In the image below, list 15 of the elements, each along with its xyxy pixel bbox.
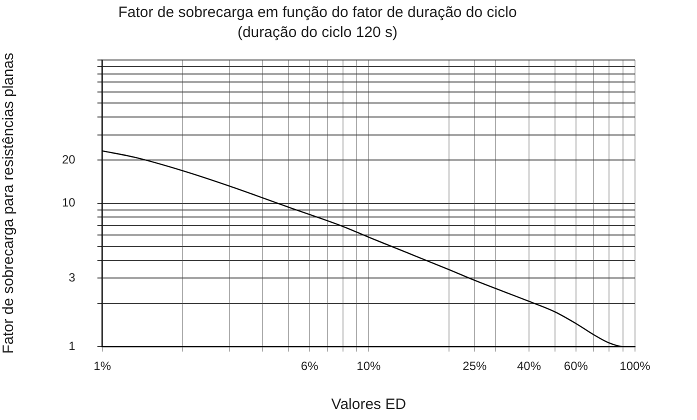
x-tick-label: 1%	[94, 359, 112, 374]
x-axis-title: Valores ED	[331, 396, 406, 414]
x-tick-label: 100%	[620, 359, 651, 374]
y-tick-label: 1	[68, 338, 76, 353]
x-tick-label: 6%	[300, 359, 319, 374]
x-tick-label: 25%	[462, 359, 487, 374]
x-tick-label: 10%	[356, 359, 382, 374]
y-tick-label: 20	[62, 152, 76, 166]
x-tick-label: 40%	[517, 359, 542, 374]
chart-title: Fator de sobrecarga em função do fator de duração do ciclo	[118, 4, 517, 22]
y-tick-label: 10	[62, 196, 76, 210]
chart-subtitle: (duração do ciclo 120 s)	[237, 24, 398, 42]
x-tick-label: 60%	[564, 359, 588, 374]
y-tick-label: 3	[68, 270, 76, 285]
y-axis-title: Fator de sobrecarga para resistências planas	[0, 52, 18, 354]
